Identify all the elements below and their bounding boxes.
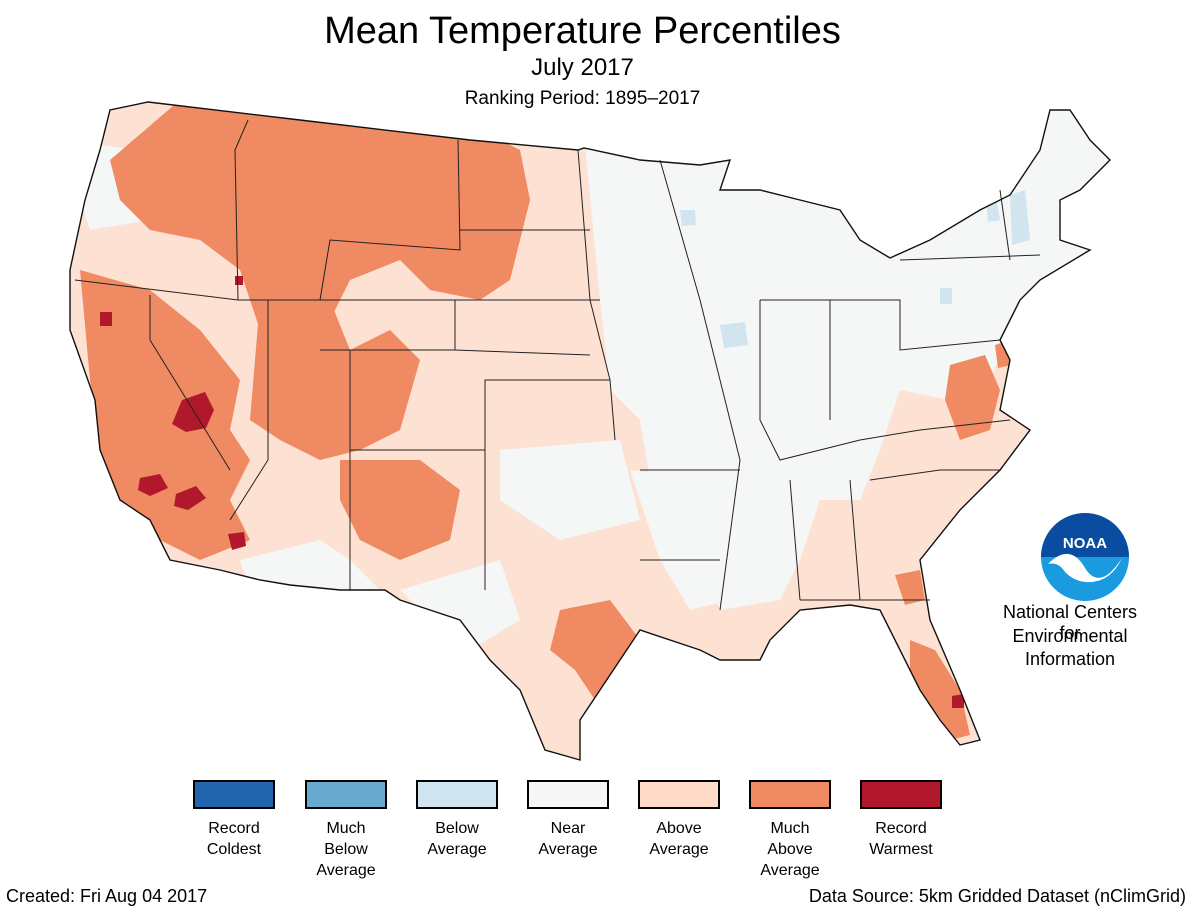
much-above-average-region (945, 355, 1000, 440)
record-warmest-patch (138, 474, 168, 496)
legend-swatch-much-above (749, 780, 831, 809)
below-average-patch (720, 322, 748, 348)
record-warmest-patch (952, 694, 964, 708)
record-warmest-patch (100, 312, 112, 326)
legend-swatch-record-warmest (860, 780, 942, 809)
legend-swatch-near (527, 780, 609, 809)
much-above-average-region (910, 640, 970, 740)
svg-text:NOAA: NOAA (1063, 535, 1107, 552)
legend-swatch-above (638, 780, 720, 809)
much-above-average-region (340, 460, 460, 560)
state-boundaries (74, 119, 1041, 611)
map-title: Mean Temperature Percentiles (324, 10, 841, 52)
much-above-average-region (250, 300, 420, 460)
legend-label-record-coldest: Record Coldest (206, 820, 262, 858)
record-warmest-patch (172, 392, 214, 432)
below-average-patch (680, 210, 696, 226)
legend-swatch-below (416, 780, 498, 809)
org-name-line-2: Environmental (1012, 626, 1128, 646)
legend-label-below: Below Average (427, 820, 487, 858)
much-above-average-region (110, 102, 530, 340)
legend-label-record-warmest: Record Warmest (869, 820, 933, 858)
legend-swatch-much-below (305, 780, 387, 809)
created-date: Created: Fri Aug 04 2017 (6, 886, 208, 906)
near-average-region (630, 470, 730, 610)
legend-label-much-below: Much Below Average (316, 820, 376, 879)
map-subtitle: July 2017 (531, 54, 634, 81)
ranking-period: Ranking Period: 1895–2017 (464, 88, 701, 109)
legend-label-near: Near Average (538, 820, 598, 858)
legend-label-above: Above Average (649, 820, 709, 858)
noaa-logo-icon: NOAA (1041, 513, 1129, 601)
record-warmest-patch (235, 276, 243, 285)
record-warmest-patch (174, 486, 206, 510)
org-name-line-1: National Centers for (1002, 602, 1138, 643)
record-warmest-patch (228, 532, 246, 550)
much-above-average-region (895, 570, 925, 605)
org-name-line-3: Information (1024, 649, 1116, 669)
near-average-region (500, 440, 640, 540)
much-above-average-region (80, 270, 250, 560)
below-average-patch (940, 288, 952, 304)
legend-swatch-record-coldest (193, 780, 275, 809)
data-source: Data Source: 5km Gridded Dataset (nClimG… (808, 886, 1186, 906)
near-average-region (400, 560, 520, 650)
legend-label-much-above: Much Above Average (760, 820, 820, 879)
below-average-patch (1010, 190, 1030, 245)
